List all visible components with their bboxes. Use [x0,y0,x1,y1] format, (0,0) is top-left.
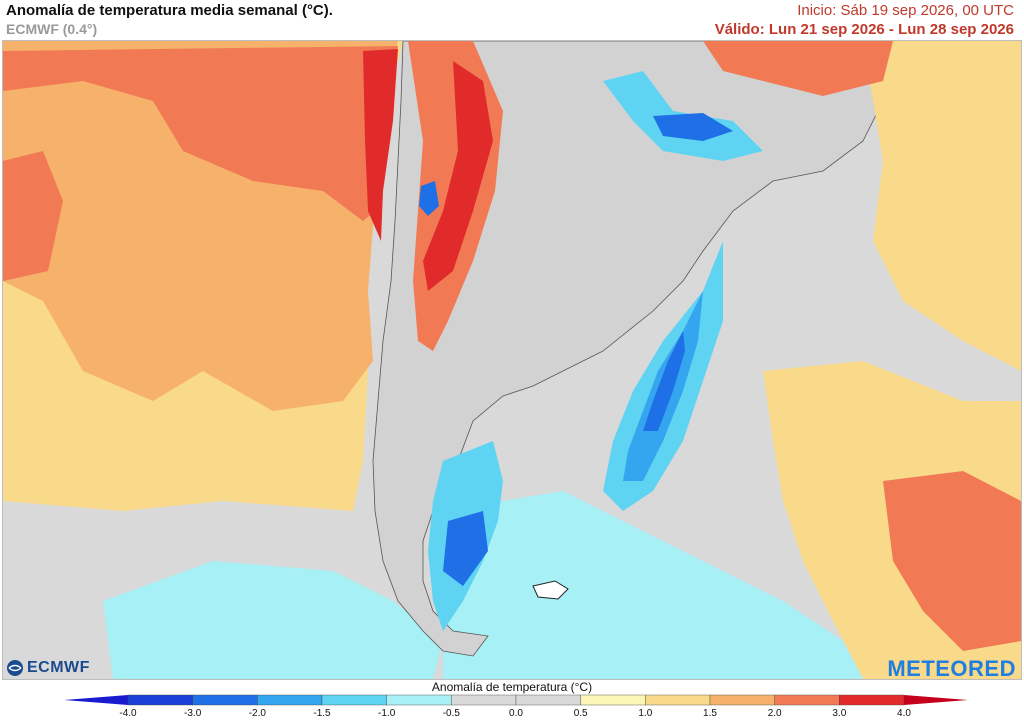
legend-bin [451,694,517,706]
brazil-cold-core [653,113,733,141]
legend-tick-label: 1.5 [703,708,717,719]
legend-bin [127,694,193,706]
model-subtitle: ECMWF (0.4°) [6,21,98,37]
legend-title: Anomalía de temperatura (°C) [431,680,593,694]
legend-tick-label: -3.0 [184,708,202,719]
andes-cold-spot [419,181,439,216]
valid-period: Válido: Lun 21 sep 2026 - Lun 28 sep 202… [714,21,1014,38]
legend-high-arrow [904,695,968,705]
legend-bin [580,694,646,706]
patagonia-cold-core [443,511,488,586]
ecmwf-logo-text: ECMWF [27,659,90,676]
southern-ocean-cool-anomaly [103,561,443,679]
legend-tick-label: 0.0 [509,708,523,719]
south-america-land [372,41,894,657]
legend-bin [839,694,905,706]
legend-bin [192,694,258,706]
pacific-hot-anomaly [3,46,398,221]
legend-colorbar [64,694,968,706]
legend-bin [515,694,581,706]
init-time: Inicio: Sáb 19 sep 2026, 00 UTC [797,2,1014,19]
legend-tick-label: -1.0 [378,708,396,719]
legend-low-arrow [64,695,128,705]
map-canvas [3,41,1021,679]
anomaly-map[interactable] [2,40,1022,680]
legend-tick-label: 0.5 [573,708,588,719]
legend-bin [645,694,711,706]
ecmwf-globe-icon [7,660,23,676]
andes-hot-core [423,61,493,291]
atlantic-cold-deep [643,331,685,431]
southern-ocean-cool-2 [443,491,863,679]
legend-tick-label: -2.0 [248,708,266,719]
color-legend: -4.0 -3.0 -2.0 -1.5 -1.0 -0.5 0.0 0.5 1.0 1.5 2.0 3… [0,693,1024,720]
north-atlantic-warm [863,41,1021,371]
meteored-logo[interactable]: METEORED [887,656,1016,681]
legend-bin [321,694,387,706]
ecmwf-logo: ECMWF [6,659,90,677]
legend-tick-label: 1.0 [638,708,653,719]
legend-bin [257,694,323,706]
legend-tick-label: -4.0 [119,708,137,719]
brazil-north-warm [703,41,893,96]
legend-bin [774,694,840,706]
south-atlantic-hot [883,471,1021,651]
legend-tick-label: -0.5 [442,708,460,719]
chile-coast-strong-anomaly [363,49,398,241]
map-title: Anomalía de temperatura media semanal (°… [6,2,333,19]
legend-tick-label: 3.0 [832,708,847,719]
legend-tick-label: 2.0 [767,708,782,719]
falkland-islands [532,580,569,600]
header: Anomalía de temperatura media semanal (°… [0,0,1024,40]
legend-bin [386,694,452,706]
legend-bin [709,694,775,706]
legend-tick-label: 4.0 [897,708,911,719]
legend-tick-label: -1.5 [313,708,331,719]
pacific-hot-blob [3,151,63,281]
